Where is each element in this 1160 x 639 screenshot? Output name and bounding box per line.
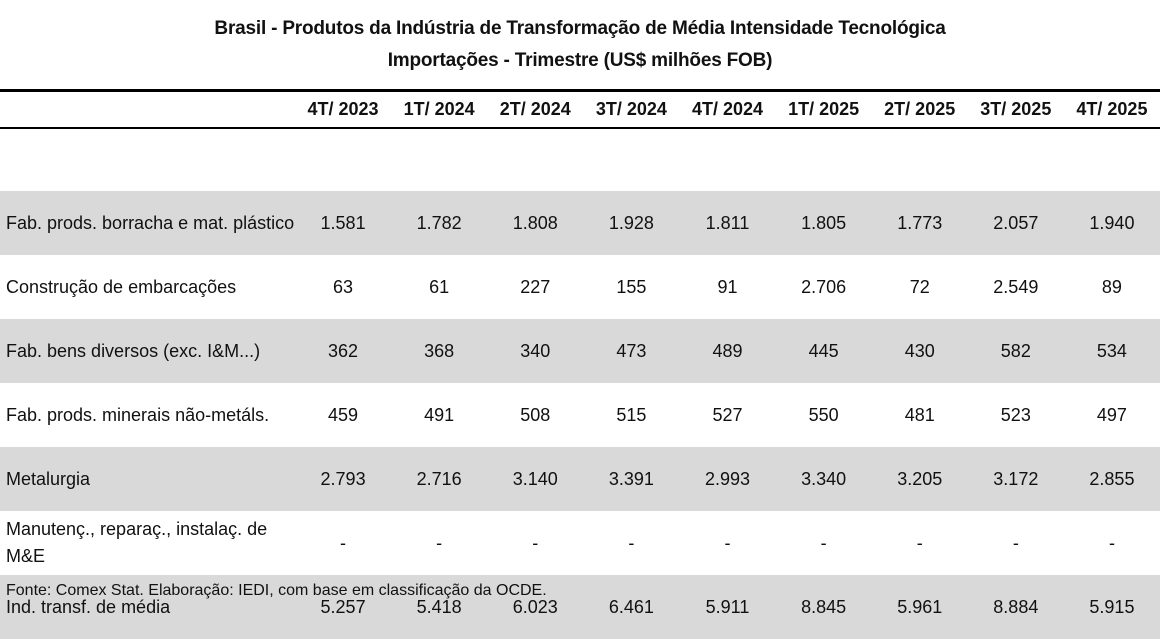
value-cell: 340: [487, 319, 584, 383]
value-cell: 1.581: [295, 191, 392, 255]
value-cell: 445: [775, 319, 872, 383]
value-cell: -: [436, 532, 443, 553]
value-cell: 1.928: [583, 191, 680, 255]
value-cell: 527: [712, 404, 743, 425]
value-cell: 515: [616, 404, 647, 425]
value-cell: 155: [616, 276, 647, 297]
value-cell: 2.716: [391, 447, 488, 511]
table-row: Fab. prods. minerais não-metáls. 459 491 50…: [0, 383, 1160, 447]
column-header: 4T/ 2024: [691, 99, 764, 119]
value-cell: 550: [808, 404, 839, 425]
value-cell: 72: [909, 276, 930, 297]
value-cell: 1.805: [775, 191, 872, 255]
table-row: Fab. bens diversos (exc. I&M...) 362 368 34…: [0, 319, 1160, 383]
value-cell: -: [724, 532, 731, 553]
row-label: Manutenç., reparaç., instalaç. de M&E: [6, 519, 268, 566]
value-cell: 8.845: [775, 575, 872, 639]
value-cell: 2.855: [1063, 447, 1160, 511]
header-rule: [0, 127, 1160, 129]
value-cell: 5.915: [1063, 575, 1160, 639]
value-cell: 3.140: [487, 447, 584, 511]
table-row: Construção de embarcações 63 61 227 155 91 2.7…: [0, 255, 1160, 319]
column-header: 1T/ 2025: [788, 99, 860, 119]
value-cell: 534: [1063, 319, 1160, 383]
value-cell: -: [1012, 532, 1019, 553]
column-header: 4T/ 2025: [1076, 99, 1148, 119]
value-cell: 227: [520, 276, 551, 297]
value-cell: 582: [967, 319, 1064, 383]
value-cell: 3.391: [583, 447, 680, 511]
value-cell: -: [916, 532, 923, 553]
value-cell: -: [1108, 532, 1115, 553]
row-label: Fab. bens diversos (exc. I&M...): [0, 319, 295, 383]
value-cell: 3.340: [775, 447, 872, 511]
value-cell: 3.172: [967, 447, 1064, 511]
source-footnote: Fonte: Comex Stat. Elaboração: IEDI, com…: [6, 582, 547, 599]
row-label: Fab. prods. minerais não-metáls.: [6, 404, 270, 425]
row-label: Fab. prods. borracha e mat. plástico: [0, 191, 295, 255]
value-cell: 430: [871, 319, 968, 383]
header-label-cell: [0, 92, 295, 127]
value-cell: 497: [1096, 404, 1127, 425]
table-row: Fab. prods. borracha e mat. plástico 1.58…: [0, 191, 1160, 255]
table-row: Metalurgia 2.793 2.716 3.140 3.391 2.993 3.340…: [0, 447, 1160, 511]
value-cell: 6.461: [583, 575, 680, 639]
column-header: 3T/ 2025: [980, 99, 1052, 119]
value-cell: 1.940: [1063, 191, 1160, 255]
value-cell: 1.773: [871, 191, 968, 255]
value-cell: 489: [679, 319, 776, 383]
value-cell: 523: [1000, 404, 1031, 425]
value-cell: 1.808: [487, 191, 584, 255]
value-cell: 63: [333, 276, 354, 297]
value-cell: -: [532, 532, 539, 553]
column-header: 1T/ 2024: [403, 99, 475, 119]
value-cell: 368: [391, 319, 488, 383]
top-rule: [0, 89, 1160, 92]
imports-table: 4T/ 2023 1T/ 2024 2T/ 2024 3T/ 2024 4T/ …: [0, 92, 1160, 639]
value-cell: 2.706: [801, 276, 847, 297]
value-cell: 91: [717, 276, 738, 297]
row-label: Metalurgia: [0, 447, 295, 511]
value-cell: 459: [328, 404, 359, 425]
value-cell: 5.961: [871, 575, 968, 639]
value-cell: 2.993: [679, 447, 776, 511]
value-cell: -: [340, 532, 347, 553]
column-header: 3T/ 2024: [595, 99, 667, 119]
value-cell: 2.057: [967, 191, 1064, 255]
value-cell: 2.549: [993, 276, 1039, 297]
table-title: Brasil - Produtos da Indústria de Transf…: [214, 18, 946, 39]
value-cell: 481: [904, 404, 935, 425]
value-cell: -: [628, 532, 635, 553]
value-cell: 2.793: [295, 447, 392, 511]
value-cell: 362: [295, 319, 392, 383]
value-cell: 3.205: [871, 447, 968, 511]
value-cell: 61: [429, 276, 450, 297]
value-cell: -: [820, 532, 827, 553]
value-cell: 8.884: [967, 575, 1064, 639]
column-header: 2T/ 2024: [499, 99, 571, 119]
value-cell: 5.911: [679, 575, 776, 639]
value-cell: 1.811: [679, 191, 776, 255]
table-subtitle: Importações - Trimestre (US$ milhões FOB…: [387, 50, 773, 71]
column-header: 2T/ 2025: [884, 99, 956, 119]
column-header: 4T/ 2023: [307, 99, 379, 119]
value-cell: 89: [1101, 276, 1122, 297]
value-cell: 491: [424, 404, 455, 425]
value-cell: 473: [583, 319, 680, 383]
header-row: 4T/ 2023 1T/ 2024 2T/ 2024 3T/ 2024 4T/ …: [0, 92, 1160, 127]
value-cell: 1.782: [391, 191, 488, 255]
table-row: Manutenç., reparaç., instalaç. de M&E - - -…: [0, 511, 1160, 575]
row-label: Construção de embarcações: [6, 276, 237, 297]
value-cell: 508: [520, 404, 551, 425]
